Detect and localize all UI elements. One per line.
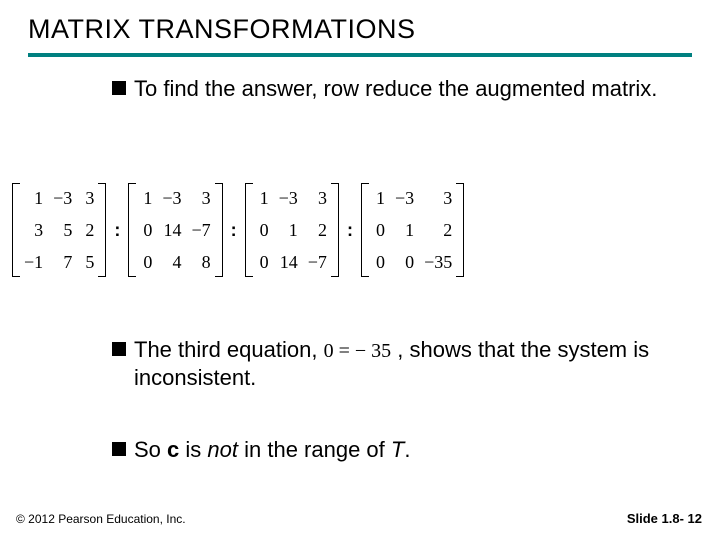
bracket-left-icon [128,183,136,277]
cell: −35 [424,253,452,271]
matrix-2: 1 0 0 −3 14 4 3 −7 8 [128,183,222,277]
b3-T: T [391,437,404,462]
cell: 5 [82,253,94,271]
matrix-2-cols: 1 0 0 −3 14 4 3 −7 8 [136,183,214,277]
slide-number-value: 12 [688,511,702,526]
cell: 1 [140,189,152,207]
row-reduce-icon: : [345,220,355,241]
cell: 8 [199,253,211,271]
b3-c: c [167,437,179,462]
cell: 4 [169,253,181,271]
copyright-text: © 2012 Pearson Education, Inc. [16,512,186,526]
bullet-3-text: So c is not in the range of T. [134,436,410,464]
cell: 2 [82,221,94,239]
bracket-left-icon [361,183,369,277]
cell: 3 [440,189,452,207]
matrix-1: 13−1 −357 325 [12,183,106,277]
cell: 3 [82,189,94,207]
matrix-1-cols: 13−1 −357 325 [20,183,98,277]
cell: 2 [440,221,452,239]
cell: 1 [257,189,269,207]
cell: 0 [257,253,269,271]
b3-pre: So [134,437,167,462]
b3-end: . [404,437,410,462]
bullet-3: So c is not in the range of T. [112,436,660,464]
cell: 14 [163,221,181,239]
bracket-left-icon [12,183,20,277]
b3-not: not [207,437,238,462]
matrix-3-cols: 100 −3114 32−7 [253,183,331,277]
bracket-right-icon [456,183,464,277]
cell: 3 [199,189,211,207]
cell: 1 [31,189,43,207]
bracket-left-icon [245,183,253,277]
cell: −7 [308,253,327,271]
matrix-3: 100 −3114 32−7 [245,183,339,277]
cell: 0 [373,253,385,271]
slide-number: Slide 1.8- 12 [627,511,702,526]
title-underline [28,53,692,57]
bracket-right-icon [215,183,223,277]
cell: 0 [140,221,152,239]
inline-equation: 0 = − 35 [324,340,392,362]
matrix-4: 100 −310 32−35 [361,183,464,277]
bullet-icon [112,342,126,356]
cell: 14 [280,253,298,271]
bullet-icon [112,81,126,95]
cell: 7 [60,253,72,271]
b3-mid1: is [179,437,207,462]
slide: MATRIX TRANSFORMATIONS To find the answe… [0,0,720,540]
bullet-2-text: The third equation, 0 = − 35 , shows tha… [134,336,660,392]
cell: 3 [31,221,43,239]
row-reduce-icon: : [229,220,239,241]
bullet-2-pre: The third equation, [134,337,324,362]
bullet-1: To find the answer, row reduce the augme… [112,75,660,103]
cell: 1 [286,221,298,239]
cell: 1 [373,189,385,207]
slide-title: MATRIX TRANSFORMATIONS [28,14,416,45]
cell: −3 [395,189,414,207]
bullet-2: The third equation, 0 = − 35 , shows tha… [112,336,660,392]
slide-number-prefix: Slide 1.8- [627,511,688,526]
cell: 0 [140,253,152,271]
b3-mid2: in the range of [238,437,391,462]
cell: −3 [279,189,298,207]
cell: 0 [402,253,414,271]
row-reduce-icon: : [112,220,122,241]
matrix-row-reduction: 13−1 −357 325 : 100 −3144 3−78 : 100 −31… [12,160,712,300]
bullet-1-text: To find the answer, row reduce the augme… [134,75,657,103]
matrix-4-cols: 100 −310 32−35 [369,183,456,277]
bullet-icon [112,442,126,456]
cell: −3 [53,189,72,207]
cell: −3 [162,189,181,207]
cell: 0 [373,221,385,239]
cell: 0 [257,221,269,239]
cell: 3 [315,189,327,207]
bracket-right-icon [98,183,106,277]
cell: 1 [402,221,414,239]
cell: 5 [60,221,72,239]
cell: −1 [24,253,43,271]
cell: −7 [191,221,210,239]
cell: 2 [315,221,327,239]
bracket-right-icon [331,183,339,277]
